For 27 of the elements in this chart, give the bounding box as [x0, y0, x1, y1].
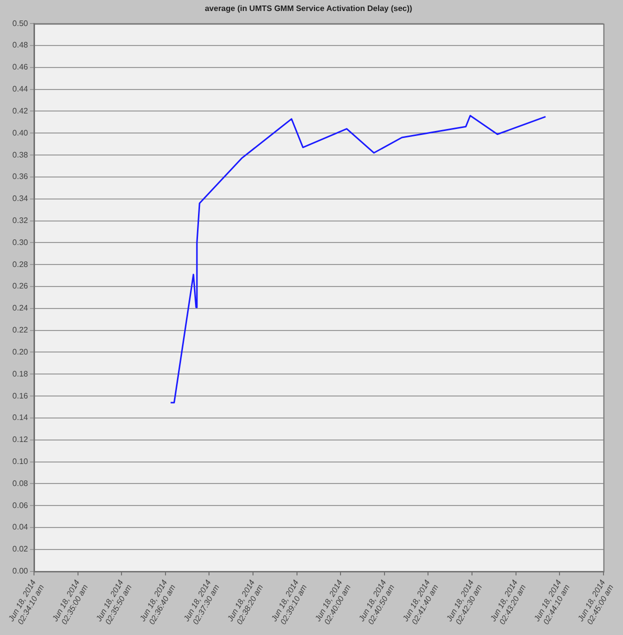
y-tick-label: 0.36: [12, 172, 29, 182]
y-tick-label: 0.08: [12, 478, 29, 488]
y-tick-label: 0.46: [12, 62, 29, 72]
y-tick-label: 0.10: [12, 456, 29, 466]
y-tick-label: 0.16: [12, 391, 29, 400]
y-tick-label: 0.18: [12, 369, 29, 378]
y-tick-label: 0.06: [12, 500, 29, 510]
y-tick-label: 0.20: [12, 347, 29, 356]
y-tick-label: 0.30: [12, 238, 29, 247]
y-tick-label: 0.48: [12, 40, 29, 50]
y-tick-label: 0.14: [12, 413, 29, 422]
y-tick-label: 0.32: [12, 216, 29, 225]
y-tick-label: 0.44: [12, 84, 29, 94]
y-tick-label: 0.04: [12, 522, 29, 532]
y-tick-label: 0.24: [12, 304, 29, 313]
y-tick-label: 0.02: [12, 544, 29, 554]
chart-title: average (in UMTS GMM Service Activation Delay (sec)): [204, 4, 412, 14]
y-tick-label: 0.26: [12, 282, 29, 291]
y-tick-label: 0.40: [12, 128, 29, 138]
y-tick-label: 0.38: [12, 150, 29, 160]
y-tick-label: 0.00: [12, 566, 29, 576]
y-tick-label: 0.28: [12, 260, 29, 269]
y-tick-label: 0.22: [12, 326, 29, 335]
y-tick-label: 0.42: [12, 106, 29, 116]
y-tick-label: 0.34: [12, 194, 29, 204]
y-tick-label: 0.50: [12, 18, 29, 28]
y-tick-label: 0.12: [12, 435, 29, 444]
